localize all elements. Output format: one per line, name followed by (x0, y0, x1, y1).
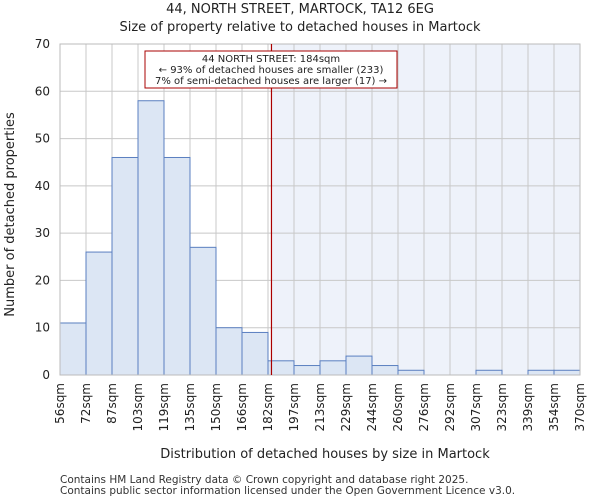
histogram-bar (553, 369, 581, 376)
x-tick-label: 135sqm (183, 383, 197, 431)
y-tick-label: 60 (35, 84, 50, 98)
x-tick-label: 103sqm (131, 383, 145, 431)
x-tick-label: 276sqm (417, 383, 431, 431)
x-tick-label: 370sqm (573, 383, 587, 431)
y-tick-label: 10 (35, 321, 50, 335)
x-tick-label: 229sqm (339, 383, 353, 431)
chart-subtitle: Size of property relative to detached ho… (119, 20, 481, 35)
footer-copyright: Contains HM Land Registry data © Crown c… (60, 474, 469, 486)
annotation-box (144, 50, 398, 89)
histogram-bar (293, 365, 321, 376)
y-tick-label: 50 (35, 132, 50, 146)
histogram-bar (59, 322, 87, 376)
histogram-bar (189, 246, 217, 376)
annotation-line: ← 93% of detached houses are smaller (23… (159, 65, 384, 76)
histogram-bar (371, 365, 399, 376)
x-tick-label: 87sqm (105, 383, 119, 424)
x-axis-label: Distribution of detached houses by size … (160, 447, 490, 462)
histogram-bar (241, 331, 269, 376)
histogram-bar (319, 360, 347, 376)
plot-frame (59, 43, 581, 376)
x-tick-label: 213sqm (313, 383, 327, 431)
y-tick-label: 30 (35, 226, 50, 240)
x-tick-label: 72sqm (79, 383, 93, 424)
footer-licence: Contains public sector information licen… (60, 485, 516, 497)
y-tick-label: 20 (35, 273, 50, 287)
x-tick-label: 119sqm (157, 383, 171, 431)
x-tick-label: 56sqm (53, 383, 67, 424)
x-tick-label: 182sqm (261, 383, 275, 431)
y-tick-label: 40 (35, 179, 50, 193)
x-tick-label: 150sqm (209, 383, 223, 431)
histogram-bar (163, 156, 191, 376)
y-axis-label: Number of detached properties (3, 112, 18, 317)
chart-title: 44, NORTH STREET, MARTOCK, TA12 6EG (166, 2, 434, 17)
histogram-bar (397, 369, 425, 376)
annotation-line: 44 NORTH STREET: 184sqm (202, 54, 340, 65)
x-tick-label: 244sqm (365, 383, 379, 431)
x-tick-label: 197sqm (287, 383, 301, 431)
histogram-bar (527, 369, 555, 376)
y-tick-label: 0 (42, 368, 50, 382)
x-tick-label: 166sqm (235, 383, 249, 431)
x-tick-label: 307sqm (469, 383, 483, 431)
histogram-bar (475, 369, 503, 376)
histogram-bar (85, 251, 113, 376)
histogram-bar (215, 327, 243, 376)
x-tick-label: 339sqm (521, 383, 535, 431)
x-tick-label: 260sqm (391, 383, 405, 431)
histogram-bar (345, 355, 373, 376)
histogram-bar (137, 100, 165, 376)
y-tick-label: 70 (35, 37, 50, 51)
annotation-line: 7% of semi-detached houses are larger (1… (155, 76, 387, 87)
shaded-larger-region (271, 44, 580, 375)
x-tick-label: 323sqm (495, 383, 509, 431)
x-tick-label: 292sqm (443, 383, 457, 431)
x-tick-label: 354sqm (547, 383, 561, 431)
histogram-bar (111, 156, 139, 376)
